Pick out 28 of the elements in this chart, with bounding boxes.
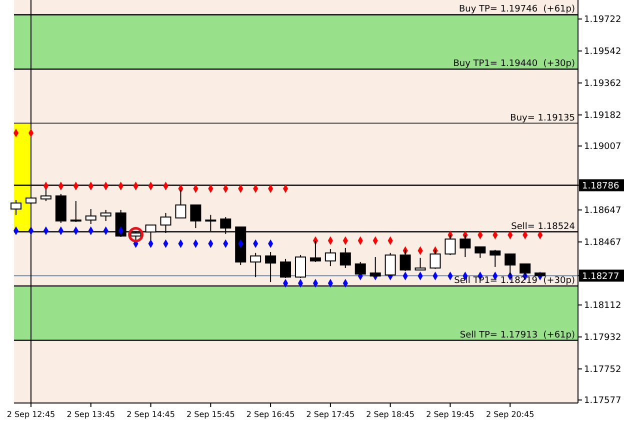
x-tick-label: 2 Sep 14:45 bbox=[126, 410, 175, 419]
y-tick-label: 1.19722 bbox=[584, 15, 622, 26]
ref-line-label: Buy TP= 1.19746 (+61p) bbox=[458, 4, 575, 15]
ref-line-label: Sell TP1= 1.18219 (+30p) bbox=[454, 276, 575, 286]
y-tick-label: 1.17752 bbox=[584, 365, 622, 376]
ref-line-label: Buy TP1= 1.19440 (+30p) bbox=[453, 59, 575, 70]
x-tick-label: 2 Sep 17:45 bbox=[306, 410, 355, 419]
x-tick-label: 2 Sep 16:45 bbox=[246, 410, 295, 419]
y-tick-label: 1.19007 bbox=[584, 142, 622, 152]
y-tick-label: 1.19542 bbox=[584, 47, 622, 58]
x-tick-label: 2 Sep 18:45 bbox=[366, 410, 414, 419]
y-tick-label: 1.17577 bbox=[584, 396, 622, 406]
x-tick-label: 2 Sep 12:45 bbox=[6, 410, 56, 419]
y-tick-label: 1.18647 bbox=[584, 206, 622, 216]
y-tick-label: 1.18277 bbox=[582, 272, 620, 282]
y-tick-label: 1.19362 bbox=[584, 79, 622, 90]
ref-line-label: Sell= 1.18524 bbox=[511, 222, 576, 232]
ref-line-label: Buy= 1.19135 bbox=[510, 113, 575, 124]
x-tick-label: 2 Sep 13:45 bbox=[66, 410, 116, 419]
x-tick-label: 2 Sep 20:45 bbox=[486, 410, 534, 419]
y-tick-label: 1.18786 bbox=[582, 181, 620, 192]
y-tick-label: 1.19182 bbox=[584, 111, 622, 122]
x-tick-label: 2 Sep 15:45 bbox=[186, 410, 235, 419]
y-tick-label: 1.18112 bbox=[584, 301, 622, 312]
y-tick-label: 1.17932 bbox=[584, 333, 622, 344]
y-tick-label: 1.18467 bbox=[584, 238, 622, 248]
ref-line-label: Sell TP= 1.17913 (+61p) bbox=[460, 330, 575, 340]
x-tick-label: 2 Sep 19:45 bbox=[426, 410, 474, 419]
